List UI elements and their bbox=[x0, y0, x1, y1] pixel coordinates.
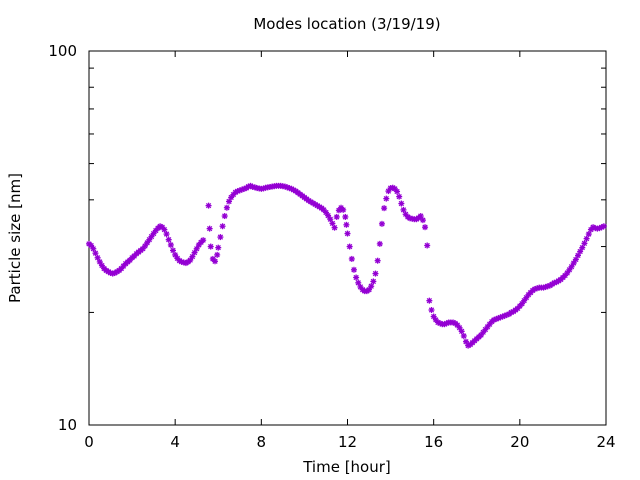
data-point bbox=[342, 213, 349, 220]
data-point bbox=[165, 236, 172, 243]
data-point bbox=[372, 270, 379, 277]
data-point bbox=[585, 231, 592, 238]
data-point bbox=[426, 297, 433, 304]
data-point bbox=[163, 231, 170, 238]
data-point bbox=[422, 224, 429, 231]
data-point bbox=[217, 234, 224, 241]
data-point bbox=[577, 248, 584, 255]
x-tick-label: 12 bbox=[338, 433, 357, 451]
data-point bbox=[428, 307, 435, 313]
data-point bbox=[353, 274, 360, 281]
data-point bbox=[219, 223, 226, 230]
data-point bbox=[355, 279, 362, 286]
axis-ticks bbox=[88, 50, 607, 426]
data-point bbox=[568, 263, 575, 270]
x-tick-label: 8 bbox=[257, 433, 267, 451]
data-point bbox=[98, 262, 105, 269]
data-point bbox=[398, 200, 405, 207]
y-tick-label: 100 bbox=[48, 42, 77, 60]
data-point bbox=[146, 236, 153, 243]
data-point bbox=[340, 206, 347, 213]
data-point bbox=[579, 244, 586, 251]
data-point bbox=[333, 213, 340, 220]
data-point bbox=[460, 332, 467, 339]
y-axis-label: Particle size [nm] bbox=[6, 173, 24, 303]
data-point bbox=[228, 194, 235, 201]
data-point bbox=[193, 245, 200, 252]
x-tick-label: 0 bbox=[84, 433, 94, 451]
data-point bbox=[564, 269, 571, 276]
data-point bbox=[583, 235, 590, 242]
data-point bbox=[346, 243, 353, 250]
data-point bbox=[566, 266, 573, 273]
data-point bbox=[581, 240, 588, 247]
x-tick-label: 16 bbox=[424, 433, 443, 451]
data-point bbox=[92, 250, 99, 257]
data-point bbox=[417, 213, 424, 220]
data-point bbox=[142, 243, 149, 250]
data-point bbox=[200, 237, 207, 244]
data-point bbox=[329, 220, 336, 227]
data-point bbox=[157, 223, 164, 230]
data-point bbox=[400, 206, 407, 213]
x-tick-label: 20 bbox=[510, 433, 529, 451]
data-point bbox=[381, 205, 388, 212]
chart-title: Modes location (3/19/19) bbox=[253, 15, 440, 33]
data-point bbox=[167, 241, 174, 248]
data-point bbox=[214, 251, 221, 258]
data-point bbox=[90, 245, 97, 252]
data-point bbox=[161, 226, 168, 233]
data-point bbox=[207, 243, 214, 250]
data-point bbox=[368, 283, 375, 290]
data-point bbox=[495, 315, 502, 322]
data-point bbox=[170, 247, 177, 254]
data-point bbox=[378, 220, 385, 227]
data-point bbox=[344, 230, 351, 237]
data-point bbox=[374, 257, 381, 264]
data-point bbox=[600, 223, 607, 230]
data-point bbox=[205, 202, 212, 209]
data-point bbox=[383, 195, 390, 202]
data-point bbox=[215, 244, 222, 251]
data-point bbox=[424, 242, 431, 249]
x-tick-label: 24 bbox=[596, 433, 615, 451]
data-point bbox=[394, 188, 401, 195]
data-point bbox=[370, 278, 377, 285]
x-axis-label: Time [hour] bbox=[302, 458, 391, 476]
x-tick-label: 4 bbox=[170, 433, 180, 451]
y-tick-label: 10 bbox=[58, 416, 77, 434]
data-point bbox=[206, 225, 213, 232]
data-point bbox=[343, 221, 350, 228]
data-point bbox=[212, 258, 219, 265]
data-point bbox=[223, 204, 230, 211]
data-point bbox=[322, 209, 329, 216]
data-point bbox=[221, 213, 228, 220]
data-point bbox=[396, 193, 403, 200]
data-point bbox=[482, 326, 489, 333]
data-point bbox=[572, 256, 579, 263]
data-point bbox=[331, 224, 338, 231]
data-point bbox=[458, 328, 465, 335]
data-point bbox=[144, 239, 151, 246]
data-point bbox=[348, 255, 355, 262]
data-point bbox=[376, 240, 383, 247]
data-points bbox=[86, 182, 607, 349]
data-point bbox=[148, 233, 155, 240]
axis-tick-labels: 0 4 8 12 16 20 24 10 100 bbox=[48, 42, 615, 451]
data-point bbox=[350, 266, 357, 273]
data-point bbox=[419, 217, 426, 224]
